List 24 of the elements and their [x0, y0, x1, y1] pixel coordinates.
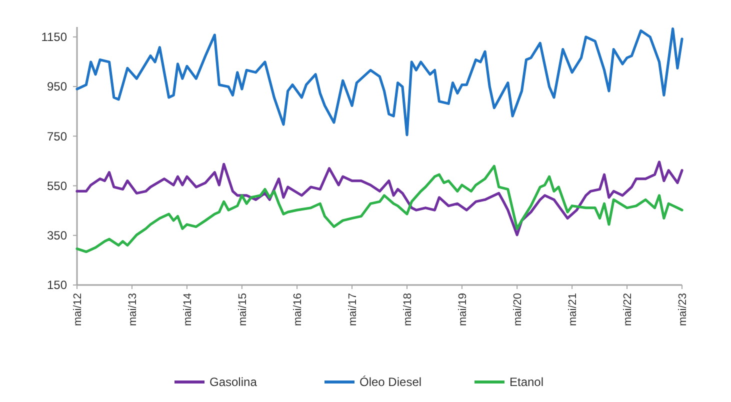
- x-tick-label: mai/21: [566, 293, 579, 326]
- x-tick-label: mai/17: [346, 293, 359, 326]
- line-series: [76, 160, 684, 236]
- x-tick-label: mai/22: [622, 293, 634, 326]
- x-tick-label: mai/13: [126, 293, 139, 326]
- y-tick-label: 150: [46, 278, 68, 292]
- x-tick-label: mai/16: [292, 293, 304, 326]
- legend-label: Etanol: [510, 375, 544, 390]
- y-tick-label: 750: [46, 129, 68, 144]
- x-tick-label: mai/12: [72, 293, 84, 326]
- y-tick-label: 550: [46, 178, 68, 193]
- y-tick-label: 950: [46, 80, 68, 94]
- legend-label: Óleo Diesel: [360, 375, 422, 390]
- y-tick-label: 350: [46, 228, 68, 243]
- legend-label: Gasolina: [210, 375, 258, 390]
- x-tick-label: mai/18: [402, 293, 414, 326]
- line-series: [76, 27, 684, 136]
- x-tick-label: mai/15: [236, 293, 249, 326]
- line-series: [76, 164, 684, 254]
- x-tick-label: mai/23: [676, 293, 689, 326]
- x-tick-label: mai/20: [512, 293, 524, 326]
- y-tick-label: 1150: [41, 30, 68, 44]
- x-tick-label: mai/19: [456, 293, 469, 326]
- x-tick-label: mai/14: [182, 293, 194, 326]
